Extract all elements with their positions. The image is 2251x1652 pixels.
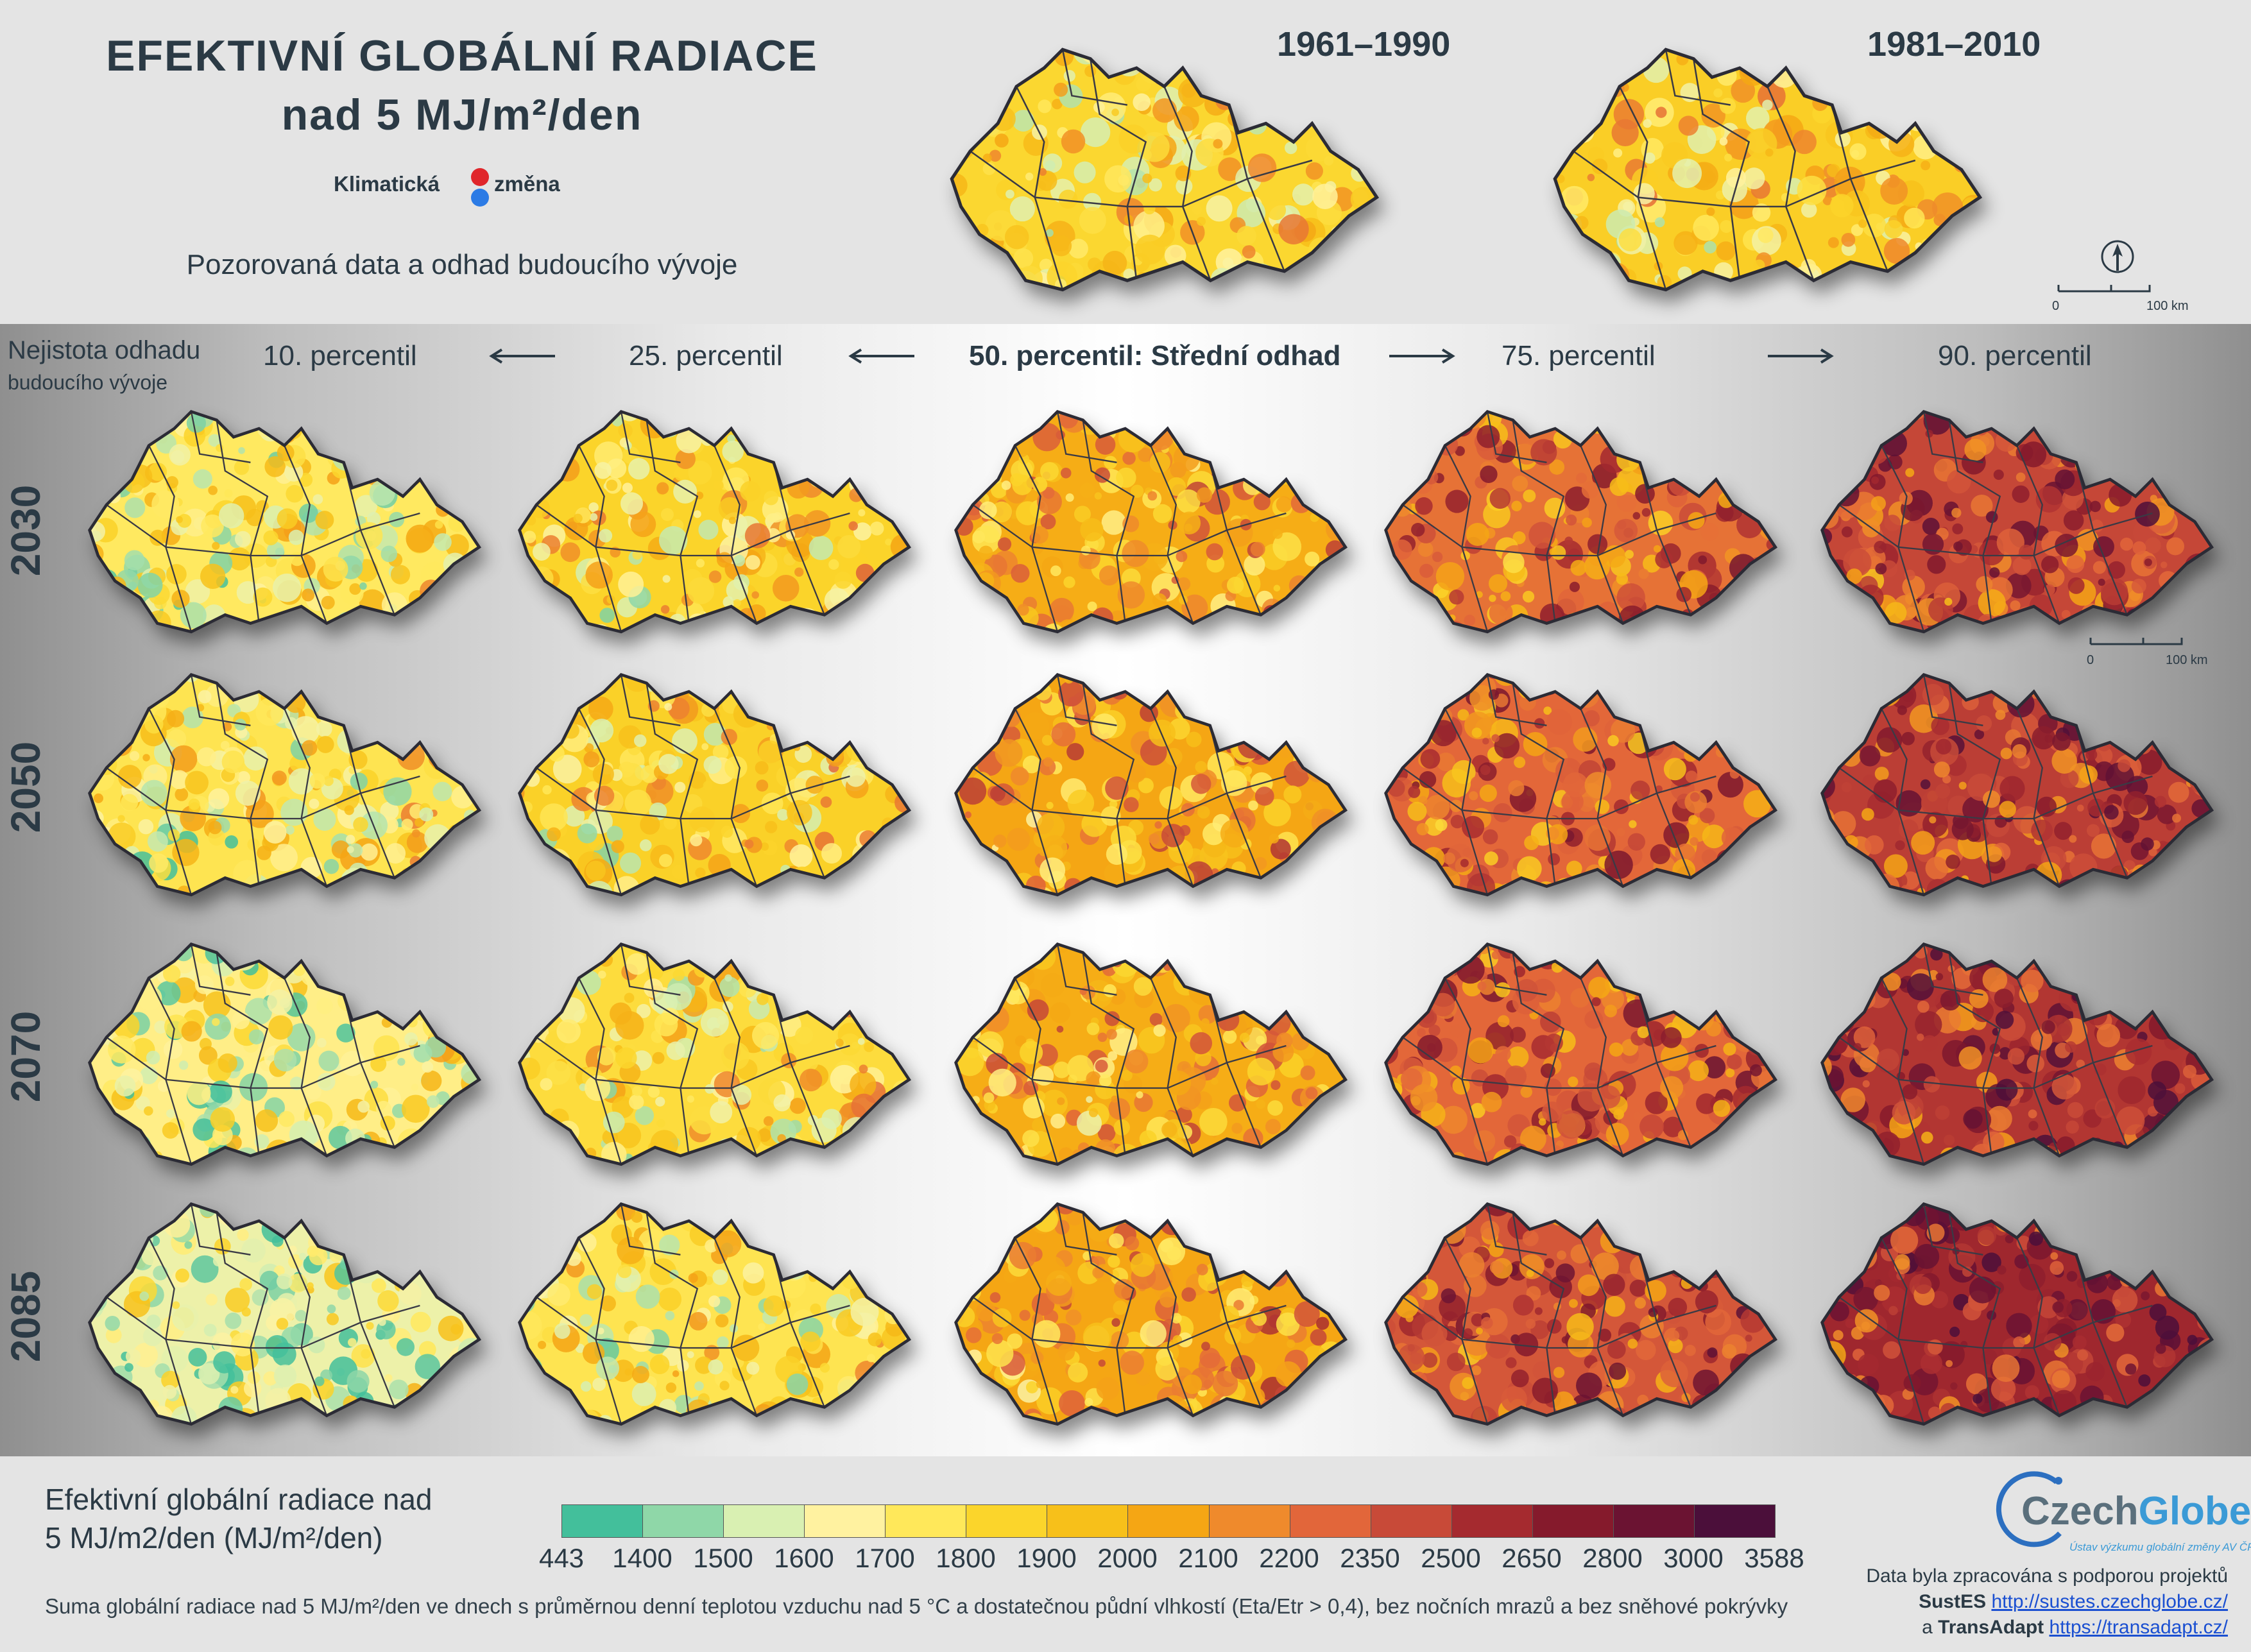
map-2070-p90 [1820, 942, 2214, 1166]
legend-swatch [643, 1505, 724, 1537]
legend-swatch [1451, 1505, 1533, 1537]
legend-tick-label: 2200 [1259, 1543, 1319, 1573]
map-2030-p10 [88, 409, 482, 634]
legend-color-bar [561, 1504, 1776, 1538]
legend-tick-label: 2350 [1340, 1543, 1400, 1573]
map-2030-p75 [1384, 409, 1778, 634]
scale-bar-top-zero: 0 [2052, 299, 2060, 313]
uncertainty-sublabel: budoucího vývoje [8, 371, 168, 394]
legend-title-line-1: Efektivní globální radiace nad [45, 1483, 432, 1516]
legend-tick-label: 1500 [693, 1543, 753, 1573]
map-2030-p90 [1820, 409, 2214, 634]
north-arrow-icon [2101, 240, 2134, 273]
legend-tick-label: 1600 [774, 1543, 834, 1573]
header-percentile-25: 25. percentil [629, 340, 783, 371]
subtitle: Pozorovaná data a odhad budoucího vývoje [186, 249, 738, 280]
brand-word-2: změna [494, 172, 560, 196]
map-2085-p90 [1820, 1202, 2214, 1426]
scale-bar-top-end: 100 km [2146, 299, 2189, 313]
map-observed-1981-2010 [1553, 47, 1983, 292]
legend-band [0, 1456, 2251, 1652]
header-percentile-90: 90. percentil [1938, 340, 2092, 371]
map-2050-p75 [1384, 672, 1778, 897]
year-label-2050: 2050 [3, 741, 49, 833]
legend-swatch [1128, 1505, 1210, 1537]
legend-swatch [562, 1505, 644, 1537]
legend-title-line-2: 5 MJ/m2/den (MJ/m²/den) [45, 1521, 383, 1554]
map-2050-p10 [88, 672, 482, 897]
scale-bar-grid-end: 100 km [2166, 653, 2208, 667]
legend-tick-label: 2500 [1421, 1543, 1481, 1573]
arrow-right-icon [1768, 348, 1834, 364]
czechglobe-logo-icon [1996, 1471, 2062, 1547]
map-2070-p75 [1384, 942, 1778, 1166]
map-2070-p10 [88, 942, 482, 1166]
period-label-1981-2010: 1981–2010 [1867, 25, 2041, 64]
map-2030-p50 [954, 409, 1348, 634]
map-2050-p50 [954, 672, 1348, 897]
legend-swatch [886, 1505, 967, 1537]
legend-tick-label: 2100 [1178, 1543, 1238, 1573]
legend-tick-label: 3000 [1663, 1543, 1724, 1573]
legend-swatch [724, 1505, 805, 1537]
year-label-2030: 2030 [3, 484, 49, 577]
map-observed-1961-1990 [950, 47, 1380, 292]
legend-tick-label: 2000 [1097, 1543, 1158, 1573]
credit-line: Data byla zpracována s podporou projektů [1866, 1565, 2228, 1587]
credit-project-transadapt: a TransAdapt https://transadapt.cz/ [1922, 1617, 2228, 1638]
czechglobe-logo-text: CzechGlobe [2021, 1489, 2251, 1533]
map-2050-p25 [518, 672, 912, 897]
czechglobe-logo-subtitle: Ústav výzkumu globální změny AV ČR, v. v… [2069, 1541, 2251, 1553]
legend-swatch [1532, 1505, 1614, 1537]
map-2070-p50 [954, 942, 1348, 1166]
title-line-1: EFEKTIVNÍ GLOBÁLNÍ RADIACE [106, 31, 818, 80]
year-label-2085: 2085 [3, 1270, 49, 1363]
legend-tick-label: 1900 [1016, 1543, 1077, 1573]
map-2085-p25 [518, 1202, 912, 1426]
legend-tick-label: 2800 [1582, 1543, 1643, 1573]
map-2070-p25 [518, 942, 912, 1166]
legend-swatch [1290, 1505, 1371, 1537]
credit-project-sustes: SustES http://sustes.czechglobe.cz/ [1919, 1591, 2228, 1612]
scale-bar-grid-zero: 0 [2087, 653, 2094, 667]
map-2085-p10 [88, 1202, 482, 1426]
legend-tick-label: 1400 [612, 1543, 672, 1573]
title-line-2: nad 5 MJ/m²/den [281, 90, 643, 139]
legend-swatch [1047, 1505, 1129, 1537]
thermometer-dots-icon [471, 168, 489, 207]
sustes-link[interactable]: http://sustes.czechglobe.cz/ [1991, 1591, 2228, 1612]
transadapt-link[interactable]: https://transadapt.cz/ [2049, 1617, 2228, 1638]
map-2085-p50 [954, 1202, 1348, 1426]
period-label-1961-1990: 1961–1990 [1277, 25, 1451, 64]
legend-swatch [1613, 1505, 1695, 1537]
header-percentile-75: 75. percentil [1502, 340, 1656, 371]
legend-tick-label: 1700 [855, 1543, 915, 1573]
legend-note: Suma globální radiace nad 5 MJ/m²/den ve… [45, 1594, 1788, 1618]
brand-word-1: Klimatická [334, 172, 440, 196]
arrow-left-icon [489, 348, 555, 364]
legend-tick-label: 3588 [1744, 1543, 1804, 1573]
legend-swatch [805, 1505, 886, 1537]
map-2085-p75 [1384, 1202, 1778, 1426]
legend-tick-label: 2650 [1502, 1543, 1562, 1573]
legend-tick-label: 1800 [936, 1543, 996, 1573]
arrow-right-icon [1389, 348, 1455, 364]
legend-swatch [1209, 1505, 1290, 1537]
map-2030-p25 [518, 409, 912, 634]
legend-swatch [966, 1505, 1048, 1537]
arrow-left-icon [848, 348, 914, 364]
scale-bar-top [2057, 285, 2151, 293]
uncertainty-label: Nejistota odhadu [8, 336, 201, 364]
scale-bar-grid [2089, 638, 2183, 645]
year-label-2070: 2070 [3, 1010, 49, 1103]
legend-tick-label: 443 [538, 1543, 585, 1573]
legend-swatch [1694, 1505, 1775, 1537]
header-percentile-10: 10. percentil [263, 340, 417, 371]
header-percentile-50: 50. percentil: Střední odhad [969, 340, 1341, 371]
map-2050-p90 [1820, 672, 2214, 897]
legend-swatch [1371, 1505, 1452, 1537]
